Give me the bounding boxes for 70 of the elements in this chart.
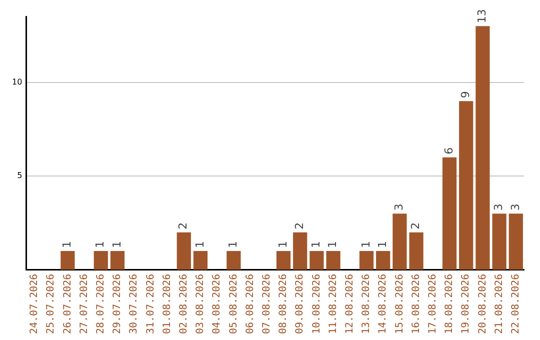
data-label: 1 — [110, 241, 124, 248]
x-tick-label: 14.08.2026 — [378, 274, 389, 334]
data-label: 6 — [442, 147, 456, 154]
x-tick-label: 27.07.2026 — [78, 274, 90, 334]
data-label: 1 — [276, 241, 290, 248]
x-tick-label: 13.08.2026 — [361, 274, 372, 334]
bar — [442, 157, 457, 270]
x-tick-label: 11.08.2026 — [328, 274, 339, 334]
data-label: 3 — [492, 204, 506, 211]
x-tick-label: 15.08.2026 — [394, 274, 406, 334]
x-tick-label: 05.08.2026 — [228, 274, 240, 334]
bar — [476, 26, 490, 270]
x-tick-label: 17.08.2026 — [427, 274, 438, 334]
x-tick-label: 06.08.2026 — [244, 274, 256, 334]
x-tick-label: 12.08.2026 — [344, 274, 356, 334]
bar — [376, 251, 390, 270]
bar — [193, 251, 208, 270]
bar — [459, 101, 474, 270]
data-label: 3 — [508, 204, 522, 211]
y-tick-label: 5 — [17, 171, 22, 180]
data-label: 3 — [392, 204, 406, 211]
x-tick-label: 30.07.2026 — [128, 274, 140, 334]
x-tick-label: 20.08.2026 — [477, 274, 488, 334]
bar — [226, 251, 241, 270]
data-label: 2 — [292, 222, 306, 230]
bar — [492, 214, 506, 270]
bar — [110, 251, 125, 270]
x-tick-label: 19.08.2026 — [460, 274, 472, 334]
bar — [409, 232, 424, 270]
x-tick-label: 22.08.2026 — [510, 274, 522, 334]
x-tick-label: 02.08.2026 — [178, 274, 190, 334]
x-tick-label: 31.07.2026 — [145, 274, 156, 334]
data-label: 1 — [60, 241, 74, 248]
bar — [176, 232, 191, 270]
x-tick-label: 09.08.2026 — [294, 274, 306, 334]
x-tick-label: 07.08.2026 — [261, 274, 272, 334]
x-tick-label: 04.08.2026 — [212, 274, 223, 334]
x-tick-label: 24.07.2026 — [29, 274, 40, 334]
x-tick-label: 28.07.2026 — [95, 274, 106, 334]
bar — [310, 251, 324, 270]
x-tick-label: 21.08.2026 — [494, 274, 505, 334]
x-tick-label: 29.07.2026 — [112, 274, 124, 334]
x-tick-label: 03.08.2026 — [195, 274, 206, 334]
data-label: 1 — [376, 241, 389, 248]
y-tick-label: 10 — [12, 77, 22, 86]
data-label: 9 — [458, 91, 472, 98]
x-tick-label: 08.08.2026 — [278, 274, 290, 334]
bar — [293, 232, 308, 270]
data-label: 1 — [226, 241, 240, 248]
data-label: 2 — [176, 222, 190, 230]
x-tick-label: 01.08.2026 — [162, 274, 173, 334]
bar — [392, 214, 407, 270]
data-label: 1 — [94, 241, 107, 248]
data-label: 1 — [326, 241, 340, 248]
bar — [326, 251, 340, 270]
data-label: 1 — [193, 241, 206, 248]
data-label: 2 — [409, 222, 422, 230]
bar — [60, 251, 75, 270]
data-label: 13 — [476, 9, 489, 24]
bar — [276, 251, 291, 270]
x-tick-label: 16.08.2026 — [410, 274, 422, 334]
x-tick-label: 26.07.2026 — [62, 274, 74, 334]
x-tick-label: 25.07.2026 — [46, 274, 57, 334]
bar — [94, 251, 108, 270]
data-label: 1 — [310, 241, 323, 248]
bar — [508, 214, 523, 270]
x-tick-label: 10.08.2026 — [311, 274, 322, 334]
x-tick-label: 18.08.2026 — [444, 274, 456, 334]
data-label: 1 — [359, 241, 372, 248]
bar — [359, 251, 374, 270]
